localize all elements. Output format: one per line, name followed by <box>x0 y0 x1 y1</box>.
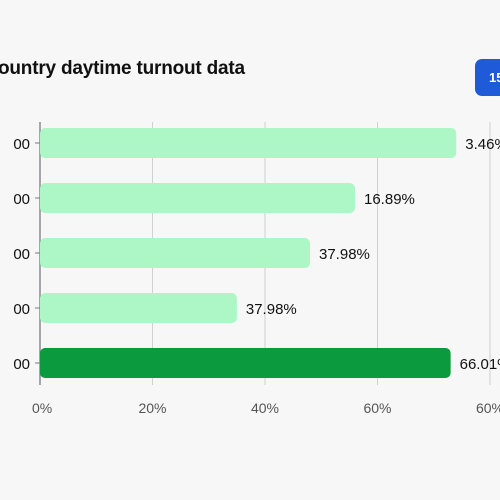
data-label: 37.98% <box>246 301 297 318</box>
bar[interactable] <box>40 128 457 158</box>
x-tick-label: 60% <box>363 400 391 416</box>
category-label: 00 <box>13 246 30 263</box>
count-badge[interactable]: 15 <box>475 59 500 96</box>
data-label: 3.46% <box>465 136 500 153</box>
category-label: 00 <box>13 136 30 153</box>
chart-title: ountry daytime turnout data <box>0 58 245 79</box>
category-label: 00 <box>13 191 30 208</box>
bar[interactable] <box>40 238 310 268</box>
data-label: 37.98% <box>319 246 370 263</box>
x-tick-label: 20% <box>138 400 166 416</box>
bar[interactable] <box>40 293 237 323</box>
x-tick-label: 60% <box>476 400 500 416</box>
bar[interactable] <box>40 183 355 213</box>
bar[interactable] <box>40 348 451 378</box>
category-label: 00 <box>13 301 30 318</box>
data-label: 16.89% <box>364 191 415 208</box>
data-label: 66.01% <box>460 356 500 373</box>
x-tick-label: 0% <box>32 400 52 416</box>
x-tick-label: 40% <box>251 400 279 416</box>
category-label: 00 <box>13 356 30 373</box>
